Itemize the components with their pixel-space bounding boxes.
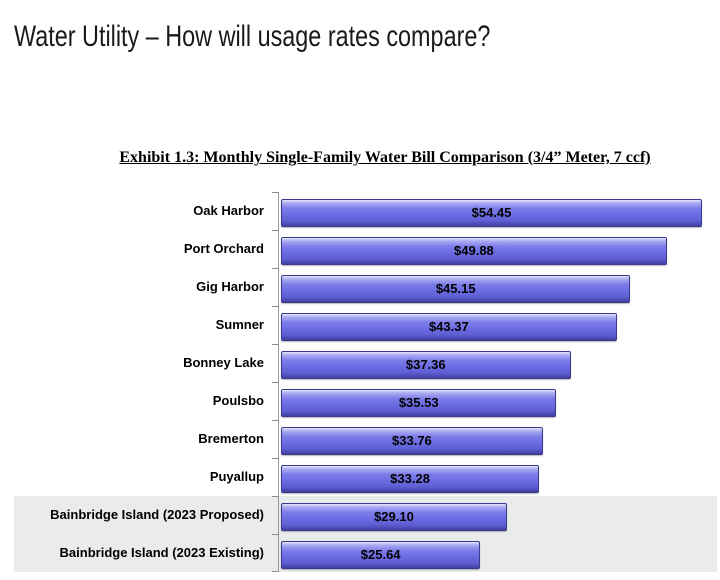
chart-row: Oak Harbor $54.45 [0,192,720,230]
chart-row: Puyallup $33.28 [0,458,720,496]
bar-area: $35.53 [272,382,720,420]
bar-area: $54.45 [272,192,720,230]
bar: $29.10 [281,503,507,531]
category-label: Oak Harbor [193,203,264,218]
bar-area: $25.64 [272,534,720,572]
bar-value-label: $49.88 [454,243,494,258]
axis-tick [272,268,279,269]
chart-row: Poulsbo $35.53 [0,382,720,420]
bar-area: $37.36 [272,344,720,382]
chart-row: Bremerton $33.76 [0,420,720,458]
bar: $33.28 [281,465,540,493]
bar-value-label: $54.45 [471,205,512,220]
bar: $25.64 [281,541,481,569]
chart-row: Bainbridge Island (2023 Proposed) $29.10 [0,496,720,534]
bar: $35.53 [281,389,557,417]
category-label: Bainbridge Island (2023 Proposed) [50,507,264,522]
axis-tick [272,306,279,307]
category-label: Poulsbo [212,393,264,408]
y-axis-line [278,192,279,572]
category-label: Bainbridge Island (2023 Existing) [59,545,264,560]
bar-area: $29.10 [272,496,720,534]
bar: $49.88 [281,237,667,265]
bar-value-label: $25.64 [360,547,401,562]
axis-tick [272,192,279,193]
category-label: Gig Harbor [196,279,264,294]
bar: $37.36 [281,351,571,379]
bar-value-label: $43.37 [428,319,469,334]
chart-row: Bainbridge Island (2023 Existing) $25.64 [0,534,720,572]
category-label: Sumner [215,317,264,332]
axis-tick [272,458,279,459]
chart-title: Exhibit 1.3: Monthly Single-Family Water… [119,149,651,166]
bar: $43.37 [281,313,617,341]
axis-tick [272,420,279,421]
bar: $54.45 [281,199,702,227]
axis-tick [272,534,279,535]
bar-area: $33.28 [272,458,720,496]
bar-value-label: $33.76 [392,433,432,448]
axis-tick [272,382,279,383]
chart-plot-area: Oak Harbor $54.45 Port Orchard $49.88 Gig Ha… [0,192,720,572]
bar: $45.15 [281,275,631,303]
category-label: Bonney Lake [183,355,264,370]
bar-value-label: $29.10 [374,509,414,524]
category-label: Puyallup [209,469,264,484]
bar-value-label: $35.53 [398,395,439,410]
axis-tick [272,344,279,345]
axis-tick [272,230,279,231]
chart-row: Sumner $43.37 [0,306,720,344]
bar-area: $43.37 [272,306,720,344]
bar-value-label: $33.28 [390,471,430,486]
bar-area: $33.76 [272,420,720,458]
page-title: Water Utility – How will usage rates com… [14,20,491,53]
bar-value-label: $45.15 [435,281,476,296]
bar-value-label: $37.36 [405,357,446,372]
chart-row: Port Orchard $49.88 [0,230,720,268]
category-label: Bremerton [198,431,264,446]
chart-row: Gig Harbor $45.15 [0,268,720,306]
category-label: Port Orchard [183,241,264,256]
axis-bottom-tick [272,571,279,572]
bar-area: $45.15 [272,268,720,306]
chart-row: Bonney Lake $37.36 [0,344,720,382]
axis-tick [272,496,279,497]
bar: $33.76 [281,427,543,455]
bar-area: $49.88 [272,230,720,268]
